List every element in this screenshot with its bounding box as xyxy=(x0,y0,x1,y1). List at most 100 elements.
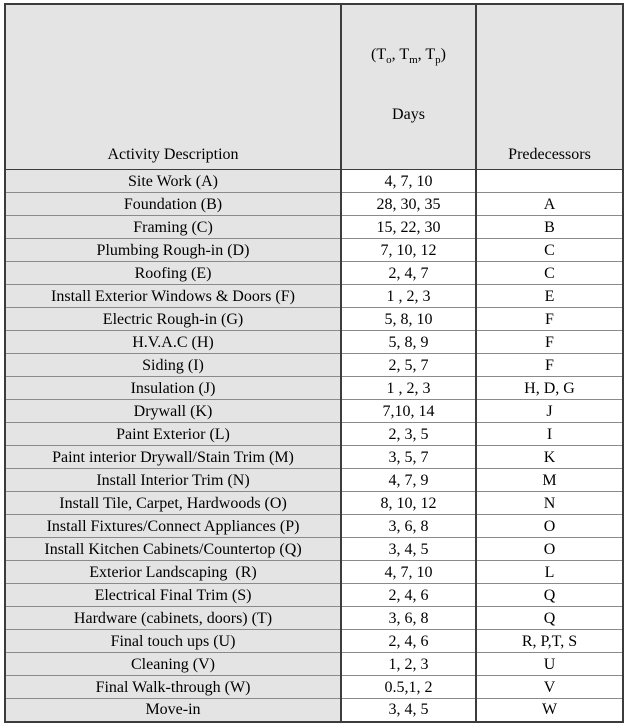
predecessors-cell: A xyxy=(475,192,624,216)
table-row: Paint interior Drywall/Stain Trim (M) 3, … xyxy=(4,445,624,469)
predecessors-cell: I xyxy=(475,422,624,446)
duration-formula-open: (T xyxy=(371,46,387,63)
activity-cell: H.V.A.C (H) xyxy=(4,330,342,354)
table-row: Install Kitchen Cabinets/Countertop (Q) 3… xyxy=(4,537,624,561)
table-row: Plumbing Rough-in (D) 7, 10, 12 C xyxy=(4,238,624,262)
activity-cell: Plumbing Rough-in (D) xyxy=(4,238,342,262)
duration-cell: 28, 30, 35 xyxy=(340,192,477,216)
duration-cell: 15, 22, 30 xyxy=(340,215,477,239)
table-row: Foundation (B) 28, 30, 35 A xyxy=(4,192,624,216)
activity-cell: Move-in xyxy=(4,698,342,722)
duration-cell: 7,10, 14 xyxy=(340,399,477,423)
predecessors-cell: J xyxy=(475,399,624,423)
predecessors-cell: N xyxy=(475,491,624,515)
duration-cell: 4, 7, 10 xyxy=(340,560,477,584)
activity-cell: Final Walk-through (W) xyxy=(4,675,342,699)
duration-formula-close: ) xyxy=(440,46,446,63)
duration-cell: 0.5,1, 2 xyxy=(340,675,477,699)
activity-cell: Electrical Final Trim (S) xyxy=(4,583,342,607)
duration-cell: 3, 4, 5 xyxy=(340,537,477,561)
predecessors-cell: F xyxy=(475,353,624,377)
predecessors-cell: H, D, G xyxy=(475,376,624,400)
activity-cell: Paint Exterior (L) xyxy=(4,422,342,446)
table-row: Drywall (K) 7,10, 14 J xyxy=(4,399,624,423)
duration-formula-mid2: , T xyxy=(417,46,436,63)
duration-cell: 7, 10, 12 xyxy=(340,238,477,262)
activity-cell: Install Kitchen Cabinets/Countertop (Q) xyxy=(4,537,342,561)
activity-cell: Install Fixtures/Connect Appliances (P) xyxy=(4,514,342,538)
activity-cell: Paint interior Drywall/Stain Trim (M) xyxy=(4,445,342,469)
table-row: Site Work (A) 4, 7, 10 xyxy=(4,169,624,193)
predecessors-cell: W xyxy=(475,698,624,722)
activity-cell: Install Exterior Windows & Doors (F) xyxy=(4,284,342,308)
predecessors-cell: B xyxy=(475,215,624,239)
activity-cell: Hardware (cabinets, doors) (T) xyxy=(4,606,342,630)
activity-table: Activity Description (To, Tm, Tp) Days P… xyxy=(4,3,624,723)
duration-cell: 3, 4, 5 xyxy=(340,698,477,722)
duration-cell: 2, 5, 7 xyxy=(340,353,477,377)
duration-cell: 3, 6, 8 xyxy=(340,514,477,538)
duration-cell: 4, 7, 10 xyxy=(340,169,477,193)
activity-cell: Insulation (J) xyxy=(4,376,342,400)
duration-sub-most-likely: m xyxy=(409,54,418,67)
duration-sub-optimistic: o xyxy=(386,54,392,67)
duration-cell: 2, 4, 7 xyxy=(340,261,477,285)
predecessors-cell: F xyxy=(475,307,624,331)
table-row: Install Exterior Windows & Doors (F) 1 , … xyxy=(4,284,624,308)
activity-cell: Install Interior Trim (N) xyxy=(4,468,342,492)
predecessors-cell xyxy=(475,169,624,193)
duration-cell: 5, 8, 9 xyxy=(340,330,477,354)
table-row: Electric Rough-in (G) 5, 8, 10 F xyxy=(4,307,624,331)
activity-cell: Final touch ups (U) xyxy=(4,629,342,653)
activity-cell: Siding (I) xyxy=(4,353,342,377)
predecessors-cell: V xyxy=(475,675,624,699)
activity-cell: Framing (C) xyxy=(4,215,342,239)
duration-cell: 1 , 2, 3 xyxy=(340,284,477,308)
predecessors-cell: Q xyxy=(475,583,624,607)
predecessors-cell: R, P,T, S xyxy=(475,629,624,653)
duration-cell: 1 , 2, 3 xyxy=(340,376,477,400)
table-header-row: Activity Description (To, Tm, Tp) Days P… xyxy=(4,4,624,170)
table-row: Exterior Landscaping (R) 4, 7, 10 L xyxy=(4,560,624,584)
duration-cell: 4, 7, 9 xyxy=(340,468,477,492)
predecessors-cell: K xyxy=(475,445,624,469)
activity-cell: Foundation (B) xyxy=(4,192,342,216)
duration-cell: 2, 4, 6 xyxy=(340,583,477,607)
activity-cell: Cleaning (V) xyxy=(4,652,342,676)
table-row: Final touch ups (U) 2, 4, 6 R, P,T, S xyxy=(4,629,624,653)
activity-cell: Exterior Landscaping (R) xyxy=(4,560,342,584)
predecessors-cell: E xyxy=(475,284,624,308)
activity-cell: Drywall (K) xyxy=(4,399,342,423)
activity-cell: Roofing (E) xyxy=(4,261,342,285)
activity-cell: Site Work (A) xyxy=(4,169,342,193)
duration-cell: 2, 3, 5 xyxy=(340,422,477,446)
table-body: Site Work (A) 4, 7, 10 Foundation (B) 28, 3… xyxy=(4,169,624,722)
page: Activity Description (To, Tm, Tp) Days P… xyxy=(4,3,624,723)
duration-cell: 3, 5, 7 xyxy=(340,445,477,469)
activity-cell: Electric Rough-in (G) xyxy=(4,307,342,331)
duration-cell: 2, 4, 6 xyxy=(340,629,477,653)
predecessors-cell: L xyxy=(475,560,624,584)
table-row: Insulation (J) 1 , 2, 3 H, D, G xyxy=(4,376,624,400)
predecessors-cell: Q xyxy=(475,606,624,630)
duration-cell: 8, 10, 12 xyxy=(340,491,477,515)
predecessors-cell: C xyxy=(475,238,624,262)
predecessors-cell: C xyxy=(475,261,624,285)
predecessors-cell: M xyxy=(475,468,624,492)
predecessors-cell: O xyxy=(475,514,624,538)
table-row: Framing (C) 15, 22, 30 B xyxy=(4,215,624,239)
predecessors-cell: F xyxy=(475,330,624,354)
duration-cell: 1, 2, 3 xyxy=(340,652,477,676)
col-header-predecessors: Predecessors xyxy=(475,4,624,170)
predecessors-cell: O xyxy=(475,537,624,561)
duration-sub-pessimistic: p xyxy=(435,54,441,67)
